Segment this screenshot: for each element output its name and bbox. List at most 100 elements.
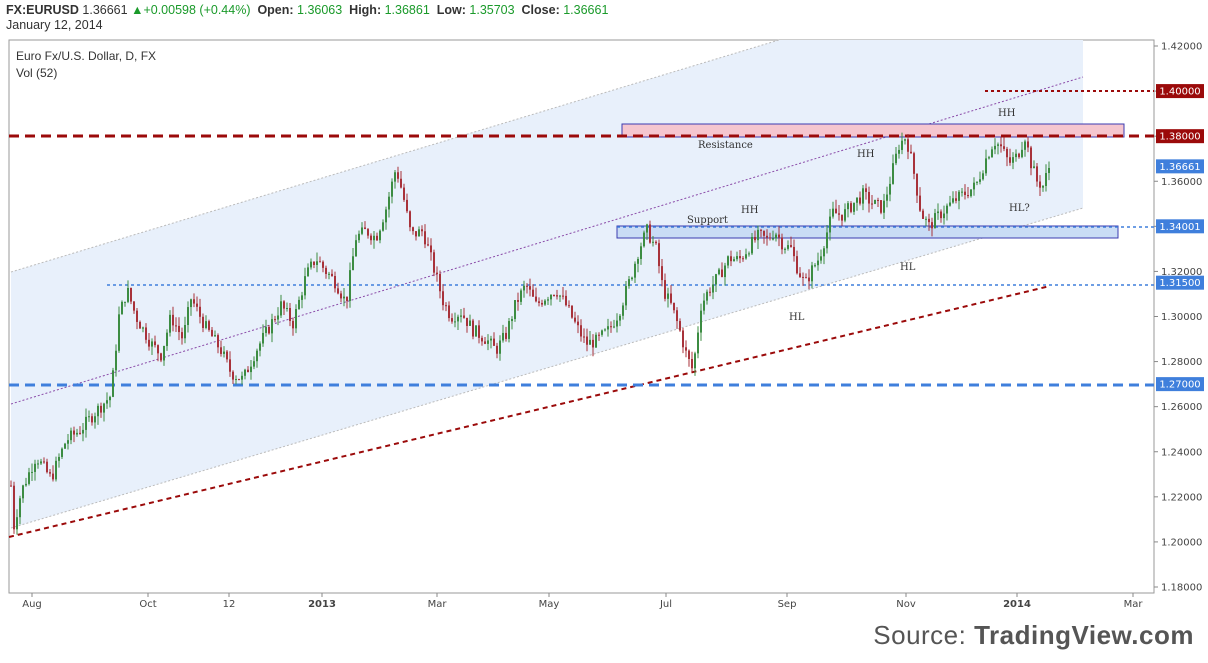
- candle-body: [835, 208, 837, 214]
- candle-body: [880, 200, 882, 213]
- candle-body: [97, 405, 99, 417]
- candle-body: [895, 153, 897, 164]
- candle-body: [760, 229, 762, 231]
- candle-body: [703, 300, 705, 311]
- annotation-hh-3: HH: [998, 108, 1016, 119]
- candle-body: [1024, 141, 1026, 150]
- candle-body: [787, 245, 789, 249]
- source-credit: Source: TradingView.com: [873, 620, 1194, 651]
- candle-body: [301, 295, 303, 300]
- candle-body: [343, 296, 345, 299]
- candle-body: [463, 315, 465, 318]
- candle-body: [310, 261, 312, 268]
- candle-body: [382, 222, 384, 231]
- candle-body: [877, 199, 879, 201]
- candle-body: [1021, 149, 1023, 158]
- candle-body: [121, 301, 123, 315]
- candle-body: [262, 332, 264, 344]
- price-label-box: [1156, 129, 1204, 144]
- candle-body: [958, 191, 960, 201]
- candle-body: [412, 227, 414, 232]
- y-axis[interactable]: 1.420001.400001.380001.360001.340001.320…: [1154, 42, 1202, 594]
- candle-body: [283, 301, 285, 309]
- candle-body: [781, 237, 783, 250]
- candle-body: [667, 293, 669, 299]
- candle-body: [823, 248, 825, 257]
- candle-body: [553, 294, 555, 296]
- candle-body: [628, 279, 630, 287]
- candle-body: [337, 288, 339, 294]
- candle-body: [367, 229, 369, 236]
- channel-lower-line[interactable]: [10, 207, 1084, 529]
- candle-body: [205, 321, 207, 328]
- candle-body: [1009, 157, 1011, 163]
- y-tick-label: 1.26000: [1161, 402, 1202, 413]
- candle-body: [547, 299, 549, 301]
- candle-body: [394, 172, 396, 182]
- candle-body: [694, 353, 696, 369]
- candle-body: [103, 403, 105, 413]
- candle-body: [964, 191, 966, 196]
- candle-body: [190, 299, 192, 308]
- candle-body: [484, 341, 486, 344]
- candle-body: [946, 205, 948, 214]
- candle-body: [745, 254, 747, 259]
- candle-body: [457, 316, 459, 322]
- candle-body: [250, 366, 252, 373]
- candle-body: [163, 345, 165, 361]
- candle-body: [232, 371, 234, 380]
- candle-body: [967, 195, 969, 197]
- candle-body: [328, 273, 330, 275]
- open-label: Open:: [257, 3, 294, 17]
- annotation-support: Support: [687, 215, 728, 226]
- candle-body: [247, 369, 249, 373]
- candle-body: [439, 273, 441, 292]
- candle-body: [433, 252, 435, 273]
- candle-body: [733, 259, 735, 262]
- candle-body: [595, 334, 597, 348]
- candle-body: [988, 157, 990, 159]
- x-tick-label: 2014: [1003, 599, 1031, 610]
- candle-body: [706, 291, 708, 301]
- candle-body: [397, 172, 399, 179]
- candle-body: [811, 265, 813, 282]
- candle-body: [562, 295, 564, 297]
- price-label-box: [1156, 84, 1204, 99]
- candle-body: [148, 339, 150, 347]
- candle-body: [820, 256, 822, 261]
- candle-body: [379, 230, 381, 241]
- candle-body: [715, 274, 717, 285]
- candle-body: [658, 243, 660, 267]
- candle-body: [520, 290, 522, 302]
- candle-body: [814, 265, 816, 267]
- candle-body: [331, 273, 333, 277]
- candle-body: [481, 337, 483, 342]
- candle-body: [1030, 147, 1032, 169]
- support-zone[interactable]: [616, 225, 1119, 239]
- candle-body: [976, 181, 978, 183]
- candle-body: [598, 334, 600, 336]
- candle-body: [472, 320, 474, 337]
- candle-body: [664, 280, 666, 299]
- trendline-dark-red[interactable]: [8, 285, 1051, 538]
- candle-body: [574, 317, 576, 322]
- x-tick-label: Mar: [428, 599, 448, 610]
- price-label-text: 1.38000: [1159, 132, 1200, 143]
- x-axis[interactable]: Aug Oct 12 2013 Mar May Jul Sep Nov 2014 Mar: [22, 593, 1143, 610]
- candle-body: [73, 430, 75, 435]
- candle-body: [631, 277, 633, 280]
- channel-fill: [11, 40, 1083, 528]
- candle-body: [403, 187, 405, 200]
- candle-body: [550, 294, 552, 300]
- candle-body: [226, 351, 228, 360]
- candle-body: [871, 203, 873, 205]
- symbol: FX:EURUSD: [6, 3, 79, 17]
- candle-body: [697, 332, 699, 354]
- candle-body: [85, 416, 87, 430]
- candle-body: [430, 245, 432, 253]
- channel-upper-line[interactable]: [10, 39, 780, 273]
- candle-body: [535, 296, 537, 302]
- candle-body: [730, 256, 732, 262]
- candle-body: [955, 198, 957, 201]
